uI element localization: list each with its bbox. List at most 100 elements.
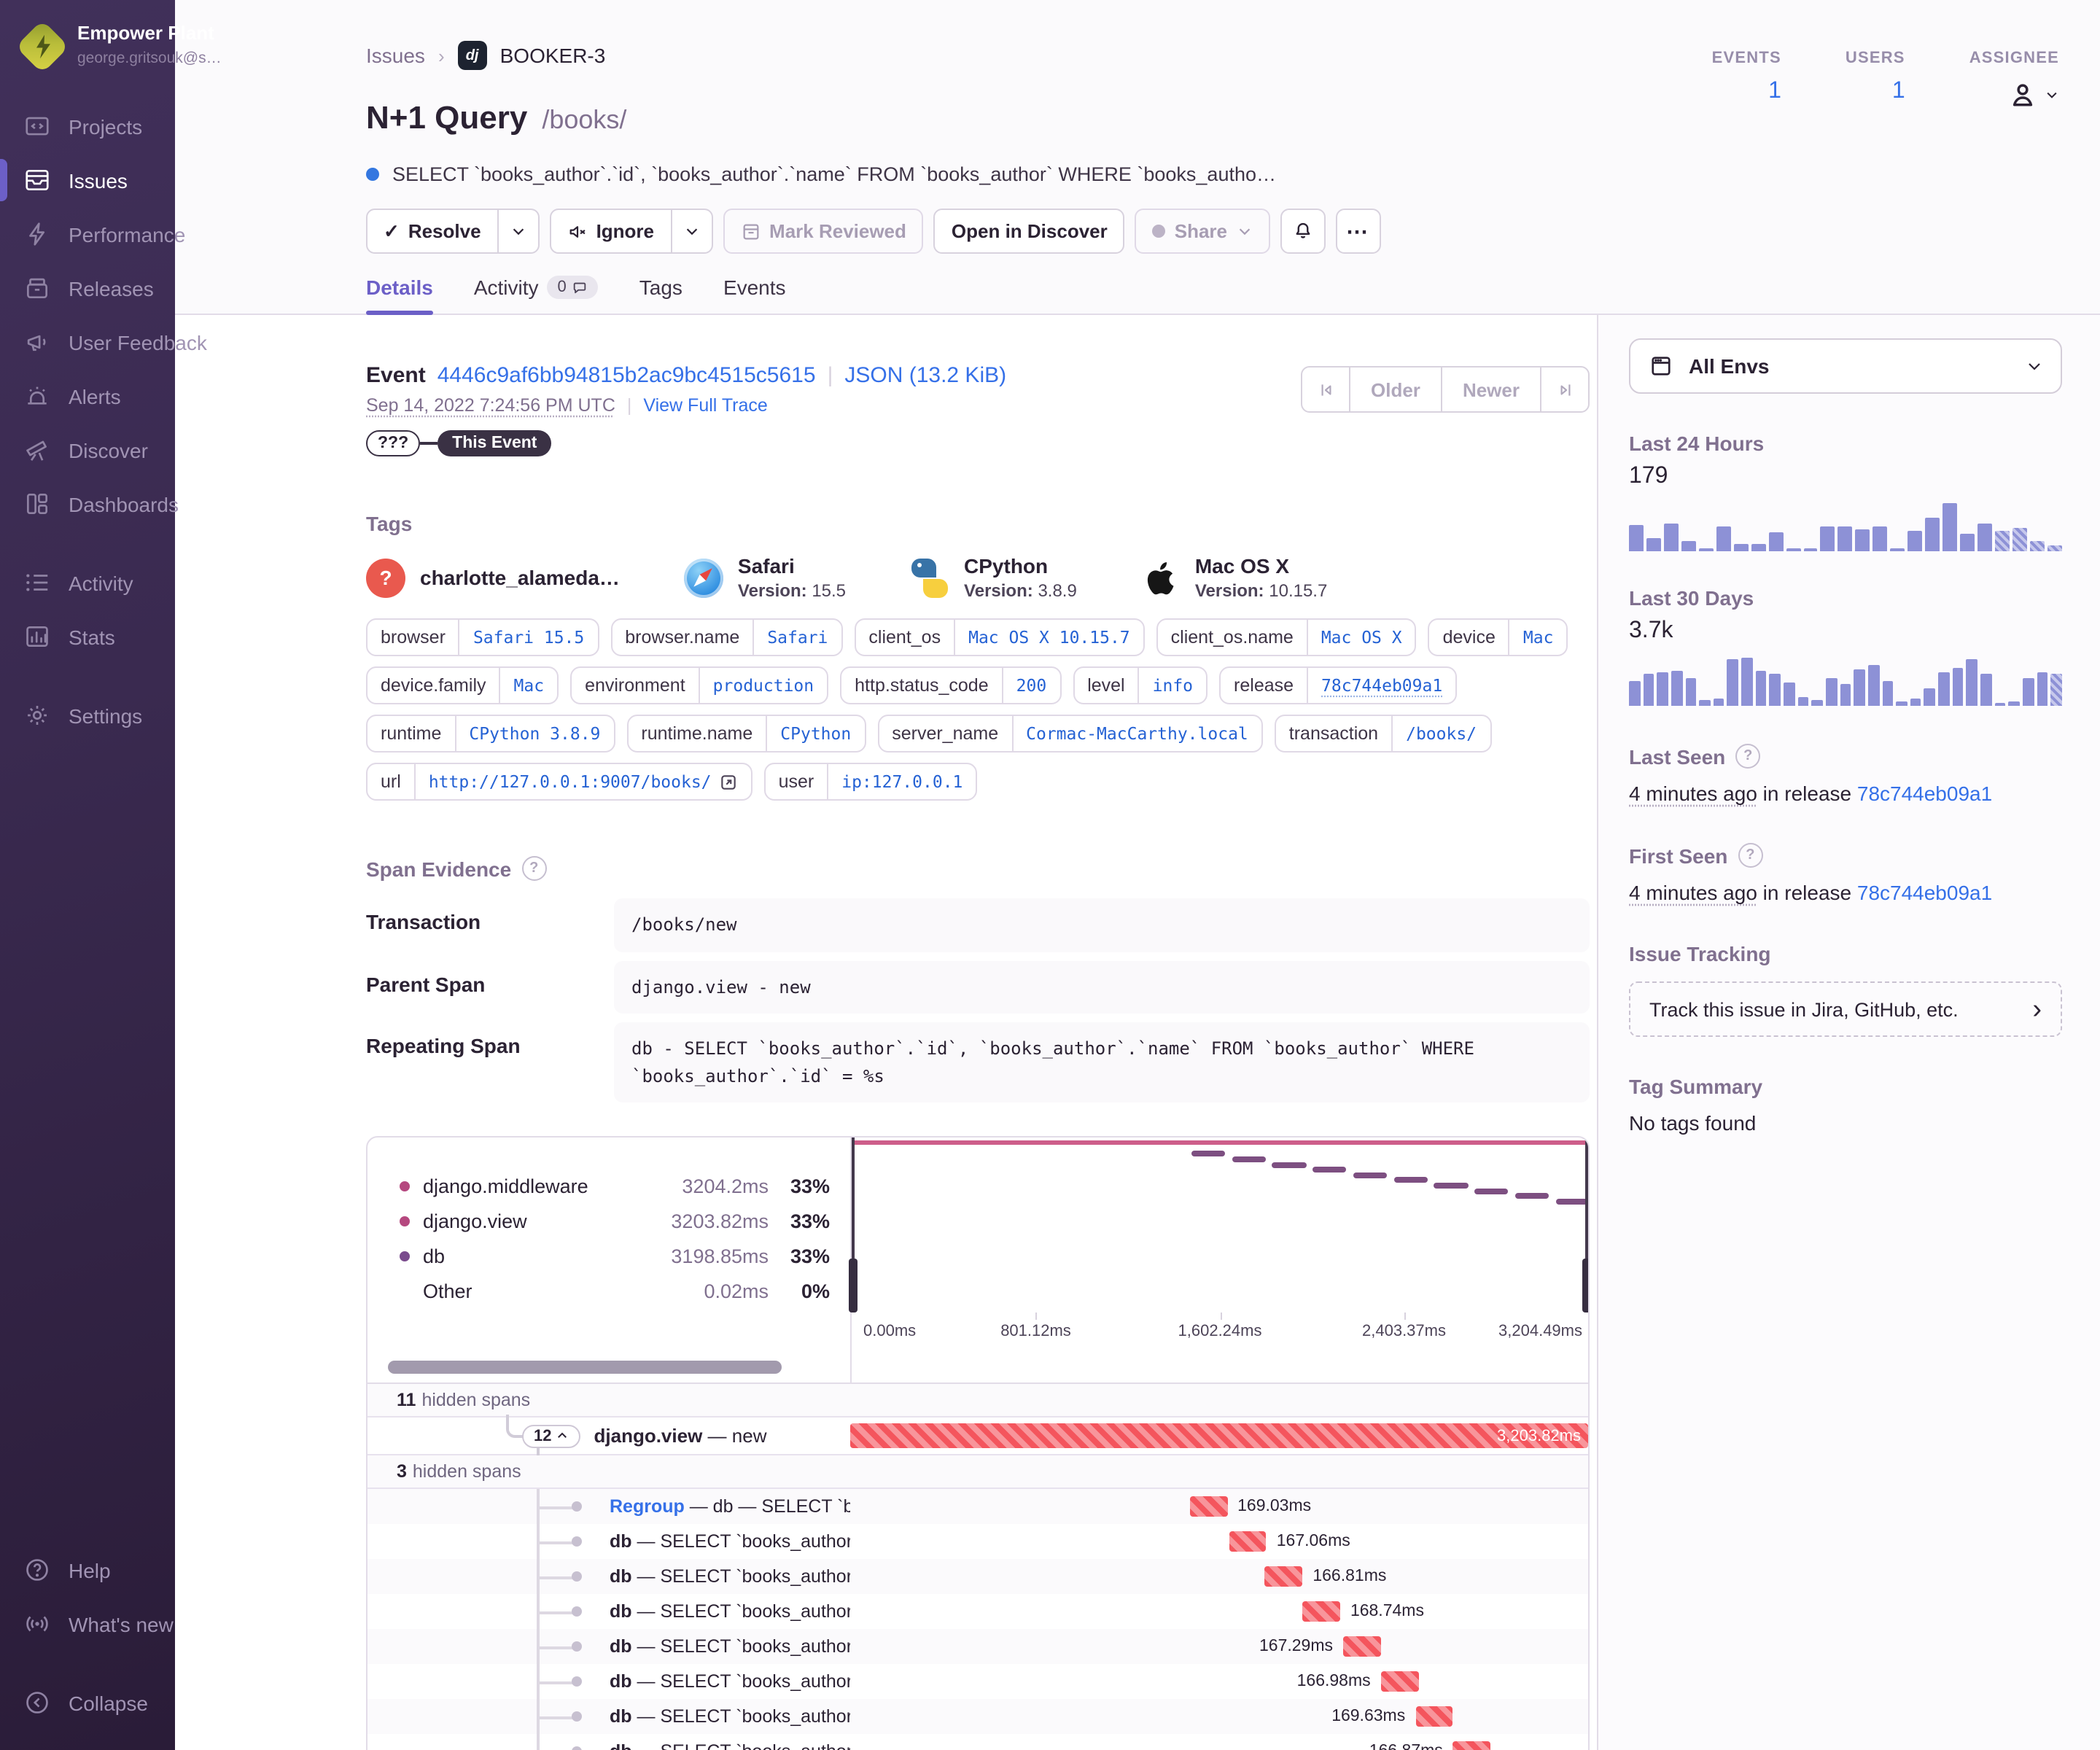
browser-tag[interactable]: Safari Version: 15.5	[683, 554, 846, 601]
sidebar-item-issues[interactable]: Issues	[0, 153, 175, 207]
sidebar-item-stats[interactable]: Stats	[0, 610, 175, 664]
span-row[interactable]: db — SELECT `books_author` 166.81ms	[368, 1559, 1588, 1595]
sidebar-item-releases[interactable]: Releases	[0, 261, 175, 315]
track-issue-button[interactable]: Track this issue in Jira, GitHub, etc. ›	[1629, 981, 2062, 1037]
event-id-link[interactable]: 4446c9af6bb94815b2ac9bc4515c5615	[437, 363, 816, 388]
tag-value[interactable]: Mac	[499, 668, 558, 703]
help-icon[interactable]: ?	[1735, 744, 1761, 769]
span-row[interactable]: db — SELECT `books_author` 166.98ms	[368, 1664, 1588, 1700]
span-row[interactable]: Regroup — db — SELECT `boo 169.03ms	[368, 1489, 1588, 1525]
tag-value[interactable]: Safari	[752, 620, 841, 655]
events-count[interactable]: 1	[1768, 79, 1781, 104]
more-actions-button[interactable]: ⋯	[1335, 209, 1381, 254]
sidebar-item-discover[interactable]: Discover	[0, 423, 175, 477]
tag-value[interactable]: 200	[1001, 668, 1060, 703]
first-seen-release-link[interactable]: 78c744eb09a1	[1856, 881, 1993, 904]
last-seen-ago[interactable]: 4 minutes ago	[1629, 782, 1757, 805]
tag-value[interactable]: ip:127.0.0.1	[827, 764, 976, 799]
sidebar-item-whats-new[interactable]: What's new	[0, 1597, 175, 1651]
environment-select[interactable]: All Envs	[1629, 338, 2062, 394]
span-group-toggle[interactable]: 12	[522, 1424, 581, 1448]
tag-value[interactable]: Safari 15.5	[458, 620, 597, 655]
subscribe-button[interactable]	[1280, 209, 1326, 254]
span-tree-scrollbar[interactable]	[388, 1360, 782, 1374]
breadcrumb-project[interactable]: BOOKER-3	[499, 44, 606, 67]
sidebar-item-help[interactable]: Help	[0, 1543, 175, 1597]
runtime-tag[interactable]: CPython Version: 3.8.9	[910, 554, 1077, 601]
span-bar[interactable]	[1415, 1706, 1453, 1727]
span-bar[interactable]	[1189, 1496, 1228, 1517]
span-group-row[interactable]: 12 django.view — new 3,203.82ms	[368, 1415, 1588, 1456]
share-button[interactable]: Share	[1135, 209, 1270, 254]
sidebar-item-user-feedback[interactable]: User Feedback	[0, 315, 207, 369]
span-bar[interactable]	[1229, 1531, 1267, 1552]
this-event-pill[interactable]: This Event	[438, 430, 552, 456]
assignee-dropdown[interactable]	[2007, 79, 2059, 111]
tag-value[interactable]: http://127.0.0.1:9007/books/	[413, 764, 751, 799]
external-link-icon[interactable]	[719, 772, 738, 791]
span-bar[interactable]	[1380, 1671, 1419, 1692]
help-icon[interactable]: ?	[1738, 843, 1763, 868]
os-tag[interactable]: Mac OS X Version: 10.15.7	[1141, 554, 1327, 601]
help-icon[interactable]: ?	[521, 856, 547, 881]
newer-event-button[interactable]: Newer	[1440, 366, 1541, 413]
event-json-link[interactable]: JSON (13.2 KiB)	[844, 363, 1007, 388]
span-row[interactable]: db — SELECT `books_author` 166.87ms	[368, 1734, 1588, 1750]
tab-activity[interactable]: Activity 0	[474, 276, 599, 314]
unknown-event-pill[interactable]: ???	[366, 430, 421, 456]
span-bar[interactable]	[1264, 1566, 1303, 1587]
first-seen-ago[interactable]: 4 minutes ago	[1629, 881, 1757, 904]
minimap-left-grip[interactable]	[849, 1259, 858, 1313]
sidebar-item-dashboards[interactable]: Dashboards	[0, 477, 179, 531]
event-date[interactable]: Sep 14, 2022 7:24:56 PM UTC	[366, 395, 615, 416]
tab-tags[interactable]: Tags	[639, 276, 682, 314]
open-in-discover-button[interactable]: Open in Discover	[933, 209, 1125, 254]
tag-value[interactable]: Mac OS X 10.15.7	[954, 620, 1143, 655]
tag-value[interactable]: info	[1138, 668, 1206, 703]
newest-event-button[interactable]	[1540, 366, 1590, 413]
breadcrumb-issues[interactable]: Issues	[366, 44, 425, 67]
span-row[interactable]: db — SELECT `books_author` 169.63ms	[368, 1699, 1588, 1735]
sidebar-item-collapse[interactable]: Collapse	[0, 1676, 175, 1730]
tab-details[interactable]: Details	[366, 276, 433, 315]
span-row[interactable]: db — SELECT `books_author` 168.74ms	[368, 1594, 1588, 1630]
minimap-left-handle[interactable]	[852, 1138, 855, 1313]
older-event-button[interactable]: Older	[1349, 366, 1442, 413]
mark-reviewed-button[interactable]: Mark Reviewed	[723, 209, 924, 254]
tag-value[interactable]: Cormac-MacCarthy.local	[1011, 716, 1261, 751]
tag-value[interactable]: Mac OS X	[1306, 620, 1415, 655]
user-tag[interactable]: ? charlotte_alameda…	[366, 558, 620, 597]
tag-value[interactable]: /books/	[1391, 716, 1490, 751]
minimap-right-handle[interactable]	[1585, 1138, 1588, 1313]
tag-value[interactable]: CPython 3.8.9	[454, 716, 613, 751]
sidebar-item-alerts[interactable]: Alerts	[0, 369, 175, 423]
tab-events[interactable]: Events	[723, 276, 786, 314]
sidebar-item-projects[interactable]: Projects	[0, 99, 175, 153]
users-count[interactable]: 1	[1891, 79, 1905, 104]
minimap-right-grip[interactable]	[1582, 1259, 1588, 1313]
sidebar-item-performance[interactable]: Performance	[0, 207, 185, 261]
org-switcher[interactable]: Empower Plant george.gritsouk@s…	[0, 0, 222, 88]
span-row[interactable]: db — SELECT `books_author` 167.29ms	[368, 1629, 1588, 1665]
last-seen-release-link[interactable]: 78c744eb09a1	[1856, 782, 1993, 805]
sidebar-item-settings[interactable]: Settings	[0, 688, 175, 742]
tag-value[interactable]: 78c744eb09a1	[1307, 668, 1455, 703]
resolve-dropdown-button[interactable]	[498, 209, 540, 254]
span-minimap[interactable]	[849, 1138, 1588, 1313]
view-full-trace-link[interactable]: View Full Trace	[643, 395, 768, 416]
hidden-spans-row[interactable]: 11 hidden spans	[368, 1384, 1588, 1418]
tag-value[interactable]: CPython	[766, 716, 864, 751]
span-row[interactable]: db — SELECT `books_author` 167.06ms	[368, 1524, 1588, 1560]
span-bar[interactable]	[1452, 1741, 1491, 1750]
ignore-button[interactable]: Ignore	[549, 209, 672, 254]
tag-value[interactable]: Mac	[1508, 620, 1567, 655]
oldest-event-button[interactable]	[1301, 366, 1350, 413]
hidden-spans-row[interactable]: 3 hidden spans	[368, 1455, 1588, 1490]
tag-value[interactable]: production	[698, 668, 827, 703]
span-bar[interactable]	[1302, 1601, 1340, 1622]
span-bar[interactable]: 3,203.82ms	[850, 1423, 1588, 1449]
sidebar-item-activity[interactable]: Activity	[0, 556, 175, 610]
ignore-dropdown-button[interactable]	[672, 209, 713, 254]
span-bar[interactable]	[1343, 1636, 1381, 1657]
resolve-button[interactable]: ✓ Resolve	[366, 209, 499, 254]
